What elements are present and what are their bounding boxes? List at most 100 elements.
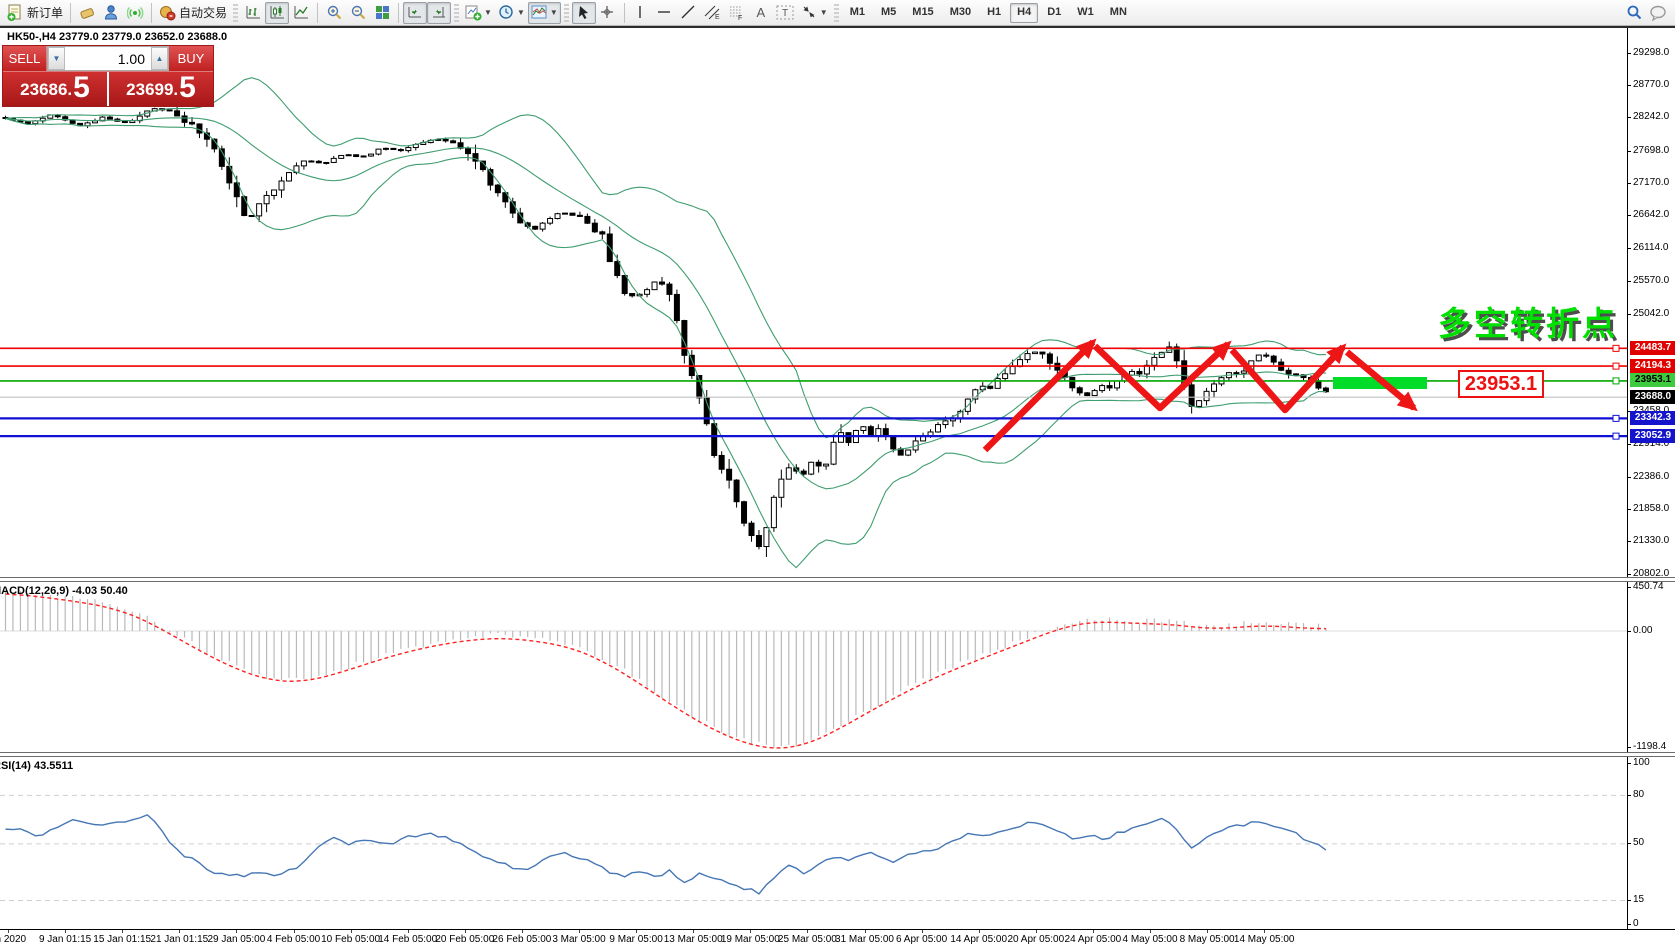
main-toolbar: 新订单 自动 [0, 0, 1675, 26]
rsi-indicator-pane[interactable] [0, 757, 1627, 929]
main-price-chart[interactable] [0, 28, 1627, 577]
axis-tick-mark [1627, 747, 1631, 748]
cursor-button[interactable] [571, 1, 596, 24]
fibonacci-button[interactable]: F [725, 2, 749, 24]
turning-point-annotation[interactable]: 多空转折点 [1438, 305, 1618, 342]
volume-decrease-button[interactable]: ▼ [48, 47, 65, 70]
clock-icon [498, 4, 515, 21]
horizontal-line-icon [656, 4, 673, 21]
time-axis-label: 25 Mar 05:00 [777, 934, 837, 945]
volume-input[interactable] [65, 47, 151, 70]
toolbar-drag-handle[interactable] [454, 3, 460, 22]
trend-arrow [982, 338, 1097, 453]
pane-separator[interactable] [0, 752, 1675, 757]
toolbar-drag-handle[interactable] [563, 3, 569, 22]
time-axis-label: 31 Mar 05:00 [835, 934, 894, 945]
axis-tick-mark [1627, 924, 1631, 925]
buy-button[interactable]: BUY [169, 46, 213, 71]
vertical-line-button[interactable] [629, 2, 653, 24]
svg-text:E: E [715, 14, 720, 21]
svg-text:F: F [738, 15, 742, 21]
time-axis-label: 19 Mar 05:00 [720, 934, 780, 945]
time-axis-label: 9 Mar 05:00 [609, 934, 663, 945]
timeframe-button-h4[interactable]: H4 [1010, 2, 1039, 23]
macd-indicator-pane[interactable] [0, 582, 1627, 752]
axis-tick-mark [1627, 151, 1631, 152]
price-badge: 23052.9 [1630, 429, 1675, 443]
time-tick-mark [122, 930, 124, 933]
time-tick-mark [921, 930, 923, 933]
timeframe-button-m15[interactable]: M15 [912, 5, 934, 18]
line-chart-button[interactable] [289, 2, 313, 24]
pane-separator[interactable] [0, 577, 1675, 582]
bollinger-band-line [5, 117, 1326, 569]
axis-tick-mark [1627, 631, 1631, 632]
tile-windows-button[interactable] [370, 2, 394, 24]
axis-tick-mark [1627, 477, 1631, 478]
time-tick-mark [750, 930, 752, 933]
cursor-icon [575, 4, 592, 21]
buy-price[interactable]: 23699. 5 [109, 72, 213, 106]
candlestick-chart-button[interactable] [265, 1, 290, 24]
buy-price-int: 23699. [126, 80, 179, 99]
equidistant-channel-button[interactable]: E [701, 2, 725, 24]
bar-chart-button[interactable] [241, 2, 265, 24]
crosshair-button[interactable] [596, 2, 620, 24]
signals-button[interactable] [123, 2, 147, 24]
time-axis-label: 26 Feb 05:00 [492, 934, 552, 945]
volume-increase-button[interactable]: ▲ [151, 47, 168, 70]
time-axis-line [0, 929, 1675, 930]
toolbar-drag-handle[interactable] [233, 3, 239, 22]
zoom-out-button[interactable] [346, 2, 370, 24]
new-order-button[interactable]: 新订单 [4, 2, 66, 24]
templates-button[interactable]: ▼ [527, 1, 561, 24]
trendline-button[interactable] [677, 2, 701, 24]
chart-shift-button[interactable] [427, 1, 452, 24]
rsi-axis-tick: 100 [1633, 757, 1650, 768]
history-eraser-button[interactable] [75, 2, 99, 24]
price-axis-tick: 28770.0 [1633, 79, 1670, 90]
arrows-tool-icon [801, 4, 818, 21]
line-handle [1612, 432, 1620, 440]
auto-scroll-button[interactable] [403, 1, 428, 24]
timeframe-button-h1[interactable]: H1 [987, 5, 1002, 18]
sell-button[interactable]: SELL [3, 46, 47, 71]
add-indicator-button[interactable]: ▼ [462, 2, 495, 24]
axis-tick-mark [1627, 444, 1631, 445]
time-tick-mark [636, 930, 638, 933]
text-tool-button[interactable]: A [749, 2, 773, 24]
price-axis-tick: 20802.0 [1633, 568, 1670, 579]
search-button[interactable] [1622, 2, 1646, 24]
chart-shift-icon [431, 4, 448, 21]
timeframe-button-m1[interactable]: M1 [849, 5, 865, 18]
toolbar-drag-handle[interactable] [833, 3, 839, 22]
separator [70, 2, 72, 23]
trendline-icon [680, 4, 697, 21]
timeframe-button-d1[interactable]: D1 [1047, 5, 1062, 18]
community-button[interactable] [99, 2, 123, 24]
svg-text:T: T [782, 8, 788, 19]
eraser-icon [79, 4, 96, 21]
sell-price[interactable]: 23686. 5 [3, 72, 109, 106]
timeframe-button-w1[interactable]: W1 [1077, 5, 1094, 18]
timeframe-button-m5[interactable]: M5 [881, 5, 897, 18]
arrows-tool-button[interactable]: ▼ [798, 2, 831, 24]
periods-button[interactable]: ▼ [495, 2, 528, 24]
chat-button[interactable] [1646, 2, 1671, 24]
axis-tick-mark [1627, 900, 1631, 901]
zoom-in-button[interactable] [322, 2, 346, 24]
rsi-axis-tick: 50 [1633, 837, 1645, 848]
timeframe-button-mn[interactable]: MN [1109, 5, 1127, 18]
horizontal-line-button[interactable] [653, 2, 677, 24]
price-badge: 23953.1 [1630, 373, 1675, 387]
text-label-button[interactable]: T [773, 2, 798, 24]
time-axis-label: 29 Jan 05:00 [207, 934, 266, 945]
price-axis-tick: 29298.0 [1633, 47, 1670, 58]
timeframe-button-m30[interactable]: M30 [949, 5, 972, 18]
toolbar-divider [0, 26, 1675, 28]
boxed-price-label[interactable]: 23953.1 [1458, 370, 1544, 398]
macd-axis-tick: -1198.4 [1633, 741, 1667, 752]
autotrading-button[interactable]: 自动交易 [156, 2, 230, 24]
axis-tick-mark [1627, 795, 1631, 796]
